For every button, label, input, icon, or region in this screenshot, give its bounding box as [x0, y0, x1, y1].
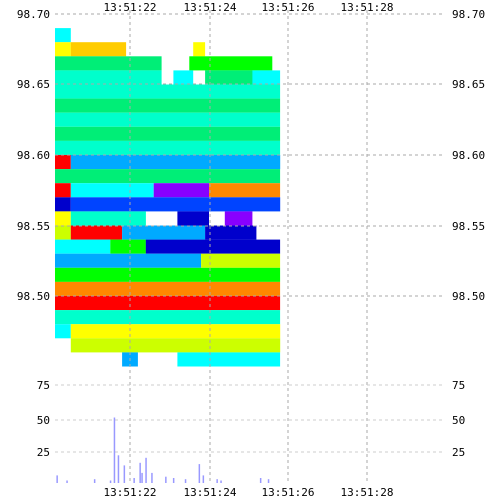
- heatmap-layer: [55, 28, 281, 367]
- y-tick-label-left: 98.50: [17, 290, 50, 303]
- y-tick-label-right: 98.50: [452, 290, 485, 303]
- heatmap-cell: [205, 70, 253, 85]
- volume-bar: [133, 478, 135, 483]
- volume-bar: [123, 465, 126, 483]
- x-tick-label-top: 13:51:28: [341, 1, 394, 14]
- y-tick-label-right: 98.70: [452, 8, 485, 21]
- volume-bar: [145, 457, 147, 483]
- heatmap-cell: [55, 84, 281, 99]
- heatmap-cell: [55, 197, 71, 212]
- volume-bar: [66, 480, 68, 483]
- heatmap-cell: [55, 112, 281, 127]
- heatmap-cell: [70, 211, 146, 226]
- volume-tick-label-right: 50: [452, 414, 465, 427]
- heatmap-cell: [224, 211, 253, 226]
- heatmap-cell: [70, 338, 281, 353]
- volume-bar: [151, 472, 153, 483]
- heatmap-cell: [55, 296, 281, 311]
- heatmap-cell: [201, 253, 281, 268]
- heatmap-cell: [55, 324, 71, 339]
- x-tick-label-bottom: 13:51:24: [184, 486, 237, 499]
- heatmap-cell: [55, 281, 281, 296]
- heatmap-cell: [173, 70, 194, 85]
- x-tick-label-bottom: 13:51:22: [104, 486, 157, 499]
- volume-bar: [93, 479, 96, 483]
- heatmap-cell: [55, 126, 281, 141]
- heatmap-cell: [55, 56, 162, 71]
- volume-tick-label-left: 25: [37, 446, 50, 459]
- heatmap-cell: [70, 183, 154, 198]
- volume-bar: [56, 475, 58, 483]
- heatmap-cell: [70, 324, 281, 339]
- heatmap-cell: [55, 310, 281, 325]
- x-tick-label-top: 13:51:26: [262, 1, 315, 14]
- volume-bar: [109, 480, 112, 483]
- axis-labels: 13:51:22 13:51:22 13:51:24 13:51:24 13:51:26…: [17, 1, 485, 499]
- heatmap-cell: [55, 211, 71, 226]
- y-tick-label-right: 98.65: [452, 78, 485, 91]
- heatmap-cell: [55, 183, 71, 198]
- heatmap-cell: [209, 183, 281, 198]
- volume-bar: [113, 417, 116, 483]
- heatmap-cell: [55, 225, 71, 240]
- heatmap-cell: [189, 56, 273, 71]
- heatmap-cell: [55, 42, 71, 57]
- volume-bar: [202, 475, 205, 483]
- heatmap-cell: [110, 239, 146, 254]
- volume-bar: [165, 476, 167, 483]
- volume-tick-label-right: 75: [452, 379, 465, 392]
- heatmap-cell: [177, 211, 209, 226]
- volume-bar: [141, 472, 143, 483]
- volume-tick-label-left: 50: [37, 414, 50, 427]
- volume-bar: [259, 478, 262, 483]
- y-tick-label-left: 98.65: [17, 78, 50, 91]
- x-tick-label-top: 13:51:22: [104, 1, 157, 14]
- y-tick-label-right: 98.60: [452, 149, 485, 162]
- y-tick-label-left: 98.55: [17, 220, 50, 233]
- y-tick-label-right: 98.55: [452, 220, 485, 233]
- heatmap-cell: [252, 70, 281, 85]
- heatmap-cell: [55, 169, 281, 184]
- heatmap-cell: [55, 70, 162, 85]
- volume-bar: [139, 462, 141, 483]
- volume-bar: [267, 479, 270, 483]
- volume-bar: [220, 480, 222, 483]
- heatmap-cell: [145, 239, 281, 254]
- x-tick-label-bottom: 13:51:26: [262, 486, 315, 499]
- heatmap-cell: [55, 98, 281, 113]
- grid-layer: [55, 10, 445, 483]
- heatmap-cell: [55, 28, 71, 43]
- heatmap-cell: [122, 225, 206, 240]
- heatmap-cell: [55, 140, 281, 155]
- x-tick-label-top: 13:51:24: [184, 1, 237, 14]
- volume-bar: [117, 455, 120, 483]
- heatmap-cell: [55, 267, 281, 282]
- heatmap-cell: [153, 183, 209, 198]
- heatmap-cell: [70, 42, 127, 57]
- volume-bar: [216, 479, 218, 483]
- heatmap-cell: [55, 253, 202, 268]
- volume-tick-label-right: 25: [452, 446, 465, 459]
- heatmap-cell: [193, 42, 206, 57]
- heatmap-cell: [55, 239, 111, 254]
- volume-bar: [184, 479, 187, 483]
- heatmap-cell: [70, 197, 281, 212]
- heatmap-cell: [55, 155, 71, 170]
- volume-tick-label-left: 75: [37, 379, 50, 392]
- x-tick-label-bottom: 13:51:28: [341, 486, 394, 499]
- heatmap-cell: [70, 225, 123, 240]
- heatmap-cell: [177, 352, 281, 367]
- y-tick-label-left: 98.70: [17, 8, 50, 21]
- volume-bar: [198, 464, 201, 483]
- heatmap-cell: [205, 225, 257, 240]
- volume-bar: [172, 478, 175, 483]
- volume-bars: [56, 417, 270, 483]
- y-tick-label-left: 98.60: [17, 149, 50, 162]
- heatmap-cell: [70, 155, 281, 170]
